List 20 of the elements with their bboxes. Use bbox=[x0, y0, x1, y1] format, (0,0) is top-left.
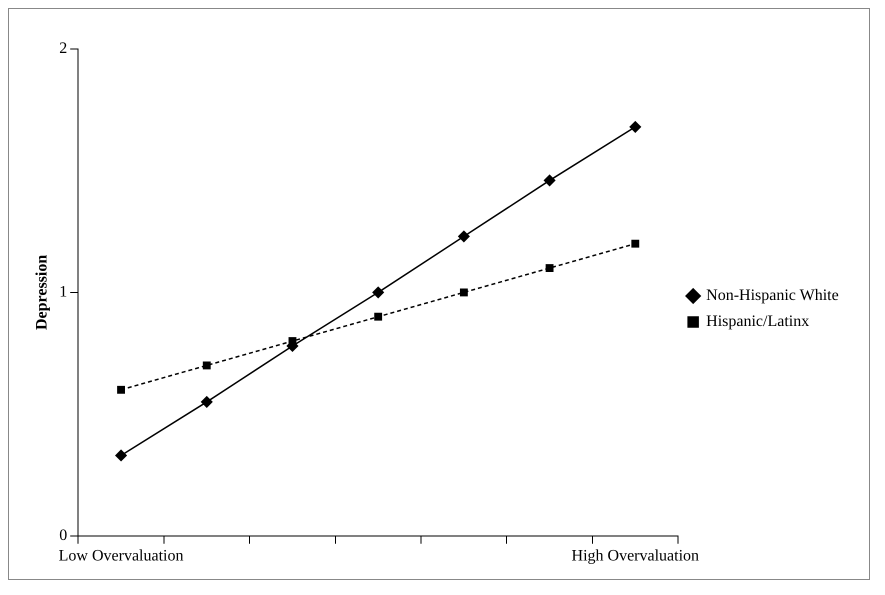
point bbox=[117, 386, 125, 394]
point bbox=[460, 288, 468, 296]
point bbox=[115, 450, 127, 462]
legend-label: Non-Hispanic White bbox=[706, 287, 839, 304]
x-tick-label: Low Overvaluation bbox=[58, 548, 184, 565]
point bbox=[374, 312, 382, 321]
point bbox=[544, 174, 556, 186]
point bbox=[631, 240, 640, 248]
y-tick-label: 1 bbox=[59, 284, 68, 301]
point bbox=[201, 396, 213, 408]
point bbox=[546, 264, 554, 272]
y-axis-title: Depression bbox=[34, 254, 51, 330]
legend-label: Hispanic/Latinx bbox=[706, 313, 810, 330]
y-tick-label: 0 bbox=[59, 527, 68, 544]
point bbox=[202, 361, 211, 370]
y-tick-label: 2 bbox=[59, 40, 68, 58]
x-tick-label: High Overvaluation bbox=[572, 548, 700, 565]
point bbox=[630, 121, 642, 133]
point bbox=[372, 286, 384, 298]
point bbox=[458, 230, 470, 242]
